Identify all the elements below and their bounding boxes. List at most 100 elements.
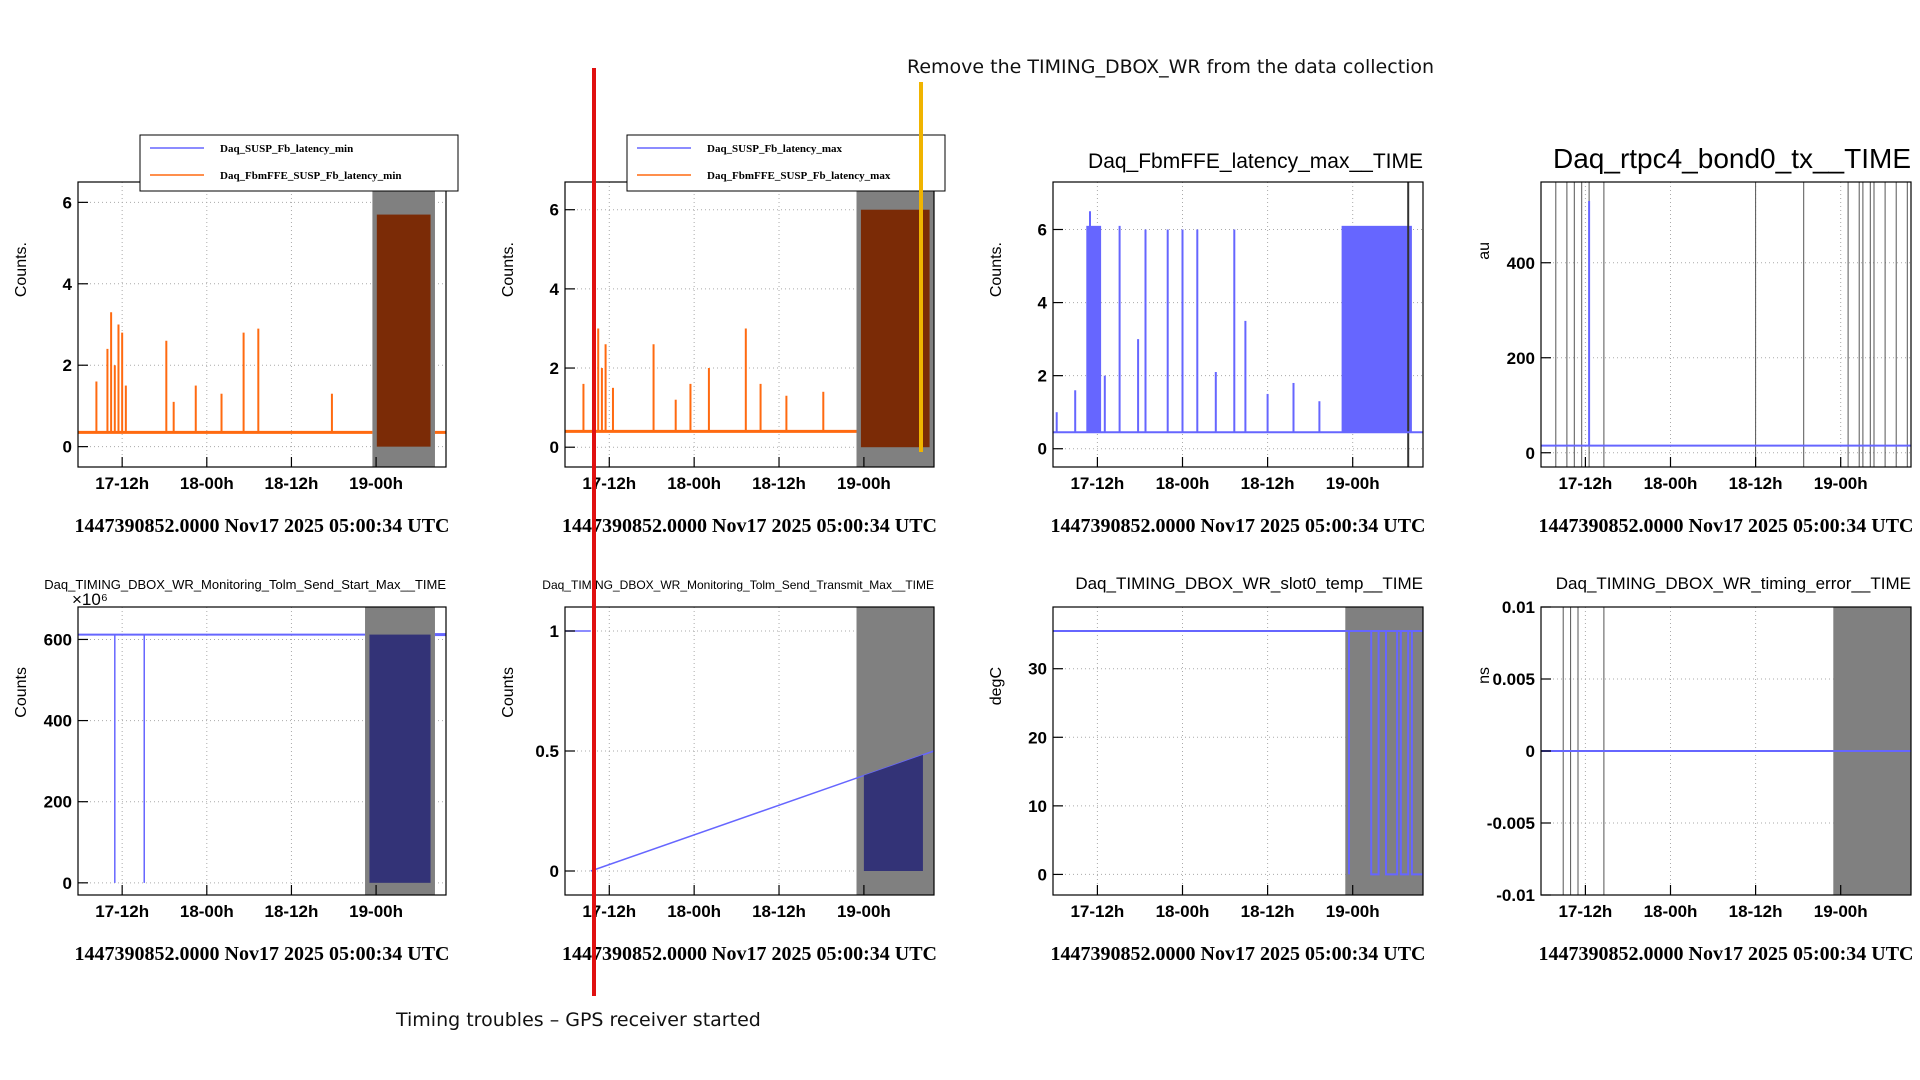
x-tick-label: 17-12h (95, 902, 149, 921)
y-tick-label: 0 (63, 438, 72, 457)
plot-frame (77, 606, 447, 896)
y-tick-label: 0.005 (1492, 670, 1535, 689)
y-axis-label: Counts (13, 667, 30, 718)
y-axis-label: ns (1476, 667, 1493, 684)
chart-title: Daq_TIMING_DBOX_WR_Monitoring_Tolm_Send_… (44, 577, 446, 592)
chart-panel-7: 0 10 20 30 17-12h 18-00h 18-12h 19-00h degC Daq_T… (988, 574, 1426, 965)
y-tick-label: 600 (44, 630, 72, 649)
y-tick-label: 1 (550, 622, 559, 641)
data-fill-block (860, 209, 930, 448)
legend-label: Daq_SUSP_Fb_latency_min (220, 143, 353, 155)
timestamp-label: 1447390852.0000 Nov17 2025 05:00:34 UTC (75, 943, 450, 965)
x-tick-label: 18-00h (180, 902, 234, 921)
y-tick-label: 6 (63, 193, 72, 212)
chart-title: Daq_FbmFFE_latency_max__TIME (1088, 150, 1423, 173)
x-tick-label: 18-00h (1644, 902, 1698, 921)
timestamp-label: 1447390852.0000 Nov17 2025 05:00:34 UTC (1051, 515, 1426, 537)
chart-panel-5: 0 200 400 600 17-12h 18-00h 18-12h 19-00h Counts… (13, 577, 450, 965)
legend-box (626, 134, 946, 192)
chart-panel-1: 0 2 4 6 17-12h 18-00h 18-12h 19-00h Counts. Daq_S… (13, 134, 459, 537)
y-tick-label: 30 (1028, 660, 1047, 679)
x-tick-label: 18-12h (1729, 902, 1783, 921)
y-tick-label: 20 (1028, 728, 1047, 747)
x-tick-label: 17-12h (582, 902, 636, 921)
chart-panels: 0 2 4 6 17-12h 18-00h 18-12h 19-00h Counts. Daq_S… (13, 134, 1914, 965)
x-tick-label: 18-12h (265, 474, 319, 493)
legend-label: Daq_FbmFFE_SUSP_Fb_latency_min (220, 170, 402, 182)
data-fill-block (376, 214, 431, 447)
plot-frame (1052, 606, 1424, 896)
chart-panel-3: 0 2 4 6 17-12h 18-00h 18-12h 19-00h Counts. Daq_F… (988, 150, 1426, 537)
y-axis-label: Counts (500, 667, 517, 718)
y-axis-label: Counts. (13, 242, 30, 297)
x-tick-label: 18-00h (180, 474, 234, 493)
y-tick-label: 2 (63, 356, 72, 375)
x-tick-label: 18-12h (1241, 902, 1295, 921)
x-tick-label: 18-12h (752, 474, 806, 493)
chart-title: Daq_TIMING_DBOX_WR_Monitoring_Tolm_Send_… (542, 578, 934, 592)
y-tick-label: 4 (63, 275, 73, 294)
y-tick-label: 2 (550, 359, 559, 378)
y-tick-label: 200 (44, 793, 72, 812)
y-tick-label: 0 (550, 438, 559, 457)
x-tick-label: 19-00h (349, 474, 403, 493)
y-tick-label: 0 (1038, 440, 1047, 459)
data-fill-block (863, 754, 923, 871)
x-tick-label: 17-12h (1070, 474, 1124, 493)
legend-label: Daq_SUSP_Fb_latency_max (707, 143, 843, 155)
y-axis-label: au (1476, 242, 1493, 260)
plot-frame (1052, 181, 1424, 468)
top-annotation-text: Remove the TIMING_DBOX_WR from the data … (907, 56, 1434, 78)
chart-panel-6: 0 0.5 1 17-12h 18-00h 18-12h 19-00h Counts Daq_T… (500, 578, 937, 965)
data-block (1341, 225, 1412, 433)
y-tick-label: 4 (1038, 294, 1048, 313)
chart-title: Daq_TIMING_DBOX_WR_slot0_temp__TIME (1075, 574, 1423, 593)
x-tick-label: 18-12h (1729, 474, 1783, 493)
y-tick-label: 6 (550, 201, 559, 220)
chart-panel-8: -0.01 -0.005 0 0.005 0.01 17-12h 18-00h 18-12h 1… (1476, 574, 1914, 965)
y-tick-label: 400 (44, 712, 72, 731)
x-tick-label: 19-00h (1326, 474, 1380, 493)
y-tick-label: -0.005 (1487, 814, 1535, 833)
x-tick-label: 17-12h (582, 474, 636, 493)
x-tick-label: 19-00h (1814, 902, 1868, 921)
y-axis-label: degC (988, 667, 1005, 705)
x-tick-label: 17-12h (1070, 902, 1124, 921)
x-tick-label: 18-00h (1156, 902, 1210, 921)
chart-panel-4: 0 200 400 17-12h 18-00h 18-12h 19-00h au Daq_rtp… (1476, 143, 1914, 537)
y-axis-label: Counts. (500, 242, 517, 297)
x-tick-label: 18-12h (1241, 474, 1295, 493)
y-tick-label: 0 (1038, 865, 1047, 884)
x-tick-label: 19-00h (837, 474, 891, 493)
timestamp-label: 1447390852.0000 Nov17 2025 05:00:34 UTC (562, 943, 937, 965)
x-tick-label: 17-12h (95, 474, 149, 493)
x-tick-label: 18-12h (265, 902, 319, 921)
legend-label: Daq_FbmFFE_SUSP_Fb_latency_max (707, 170, 891, 182)
x-tick-label: 17-12h (1558, 474, 1612, 493)
y-tick-label: -0.01 (1496, 886, 1535, 905)
x-tick-label: 19-00h (837, 902, 891, 921)
legend-box (139, 134, 459, 192)
timestamp-label: 1447390852.0000 Nov17 2025 05:00:34 UTC (1051, 943, 1426, 965)
x-tick-label: 19-00h (1326, 902, 1380, 921)
plot-frame (1540, 181, 1912, 468)
timestamp-label: 1447390852.0000 Nov17 2025 05:00:34 UTC (1539, 943, 1914, 965)
x-tick-label: 18-00h (1644, 474, 1698, 493)
data-fill-block (369, 634, 431, 883)
y-tick-label: 0 (63, 874, 72, 893)
y-tick-label: 6 (1038, 221, 1047, 240)
y-tick-label: 0 (1526, 444, 1535, 463)
series-square-wave (1348, 630, 1423, 876)
y-tick-label: 0 (550, 862, 559, 881)
y-tick-label: 400 (1507, 254, 1535, 273)
y-tick-label: 4 (550, 280, 560, 299)
x-tick-label: 19-00h (1814, 474, 1868, 493)
y-tick-label: 0.01 (1502, 598, 1535, 617)
x-tick-label: 17-12h (1558, 902, 1612, 921)
y-tick-label: 2 (1038, 367, 1047, 386)
chart-title: Daq_rtpc4_bond0_tx__TIME (1553, 143, 1911, 174)
y-tick-label: 0 (1526, 742, 1535, 761)
y-tick-label: 0.5 (535, 742, 559, 761)
chart-title: Daq_TIMING_DBOX_WR_timing_error__TIME (1556, 574, 1911, 593)
